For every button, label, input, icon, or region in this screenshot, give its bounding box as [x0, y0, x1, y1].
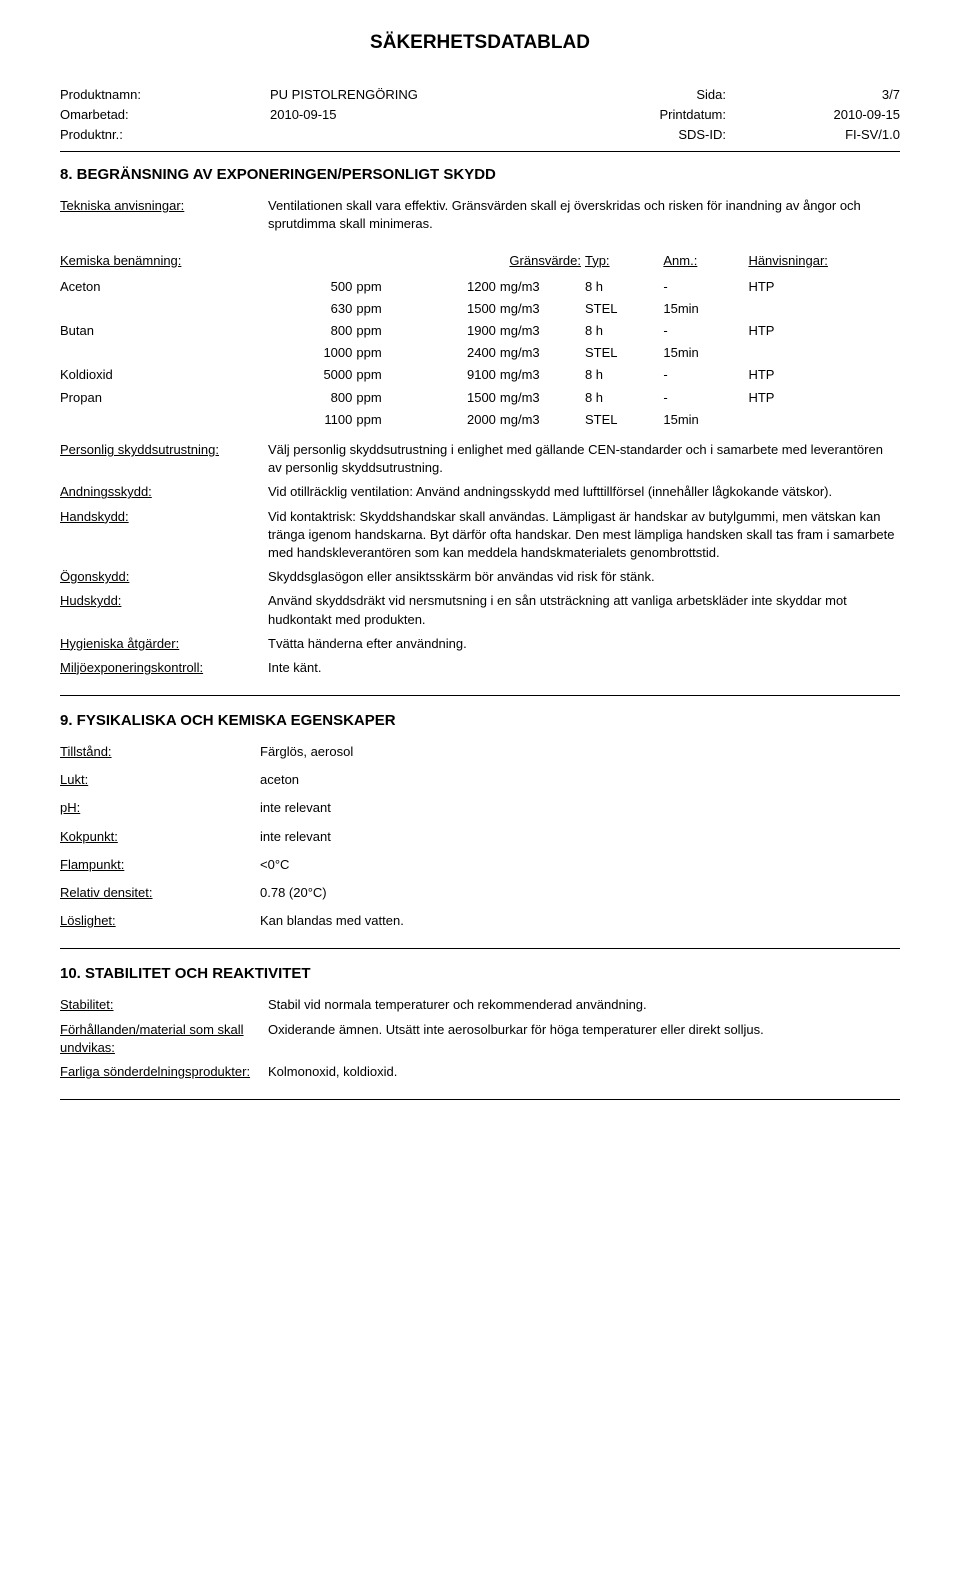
field-label: Personlig skyddsutrustning: [60, 441, 268, 477]
table-row: 1100 ppm 2000 mg/m3 STEL 15min [60, 409, 900, 431]
col-note: Anm.: [663, 250, 748, 276]
field-label: Stabilitet: [60, 996, 268, 1014]
col-substance: Kemiska benämning: [60, 250, 278, 276]
meta-label: Printdatum: [606, 105, 732, 125]
field-value: <0°C [260, 856, 900, 874]
property-ph: pH: inte relevant [60, 799, 900, 817]
table-row: Aceton 500 ppm 1200 mg/m3 8 h - HTP [60, 276, 900, 298]
respiratory-protection: Andningsskydd: Vid otillräcklig ventilat… [60, 483, 900, 501]
field-value: inte relevant [260, 828, 900, 846]
field-value: Välj personlig skyddsutrustning i enligh… [268, 441, 900, 477]
field-value: Tvätta händerna efter användning. [268, 635, 900, 653]
field-value: aceton [260, 771, 900, 789]
meta-label: Produktnamn: [60, 85, 270, 105]
field-label: Löslighet: [60, 912, 260, 930]
conditions-to-avoid: Förhållanden/material som skall undvikas… [60, 1021, 900, 1057]
field-value: Vid kontaktrisk: Skyddshandskar skall an… [268, 508, 900, 563]
col-type: Typ: [585, 250, 663, 276]
field-value: Oxiderande ämnen. Utsätt inte aerosolbur… [268, 1021, 900, 1057]
hand-protection: Handskydd: Vid kontaktrisk: Skyddshandsk… [60, 508, 900, 563]
separator [60, 695, 900, 696]
field-label: Relativ densitet: [60, 884, 260, 902]
meta-label: Omarbetad: [60, 105, 270, 125]
field-label: Tillstånd: [60, 743, 260, 761]
table-row: 1000 ppm 2400 mg/m3 STEL 15min [60, 342, 900, 364]
header-meta: Produktnamn: PU PISTOLRENGÖRING Sida: 3/… [60, 85, 900, 146]
field-value: Stabil vid normala temperaturer och reko… [268, 996, 900, 1014]
field-label: Ögonskydd: [60, 568, 268, 586]
field-value: Kolmonoxid, koldioxid. [268, 1063, 900, 1081]
sds-page: SÄKERHETSDATABLAD Produktnamn: PU PISTOL… [0, 0, 960, 1154]
eye-protection: Ögonskydd: Skyddsglasögon eller ansiktss… [60, 568, 900, 586]
separator [60, 1099, 900, 1100]
property-flash-point: Flampunkt: <0°C [60, 856, 900, 874]
table-row: Butan 800 ppm 1900 mg/m3 8 h - HTP [60, 320, 900, 342]
field-label: Miljöexponeringskontroll: [60, 659, 268, 677]
field-label: Förhållanden/material som skall undvikas… [60, 1021, 268, 1057]
meta-value: 2010-09-15 [270, 105, 606, 125]
field-label: Andningsskydd: [60, 483, 268, 501]
section-9-heading: 9. FYSIKALISKA OCH KEMISKA EGENSKAPER [60, 710, 900, 731]
field-value: Använd skyddsdräkt vid nersmutsning i en… [268, 592, 900, 628]
meta-label: Produktnr.: [60, 125, 270, 145]
field-label: Farliga sönderdelningsprodukter: [60, 1063, 268, 1081]
section-8-heading: 8. BEGRÄNSNING AV EXPONERINGEN/PERSONLIG… [60, 164, 900, 185]
field-value: Skyddsglasögon eller ansiktsskärm bör an… [268, 568, 900, 586]
meta-label: SDS-ID: [606, 125, 732, 145]
field-value: inte relevant [260, 799, 900, 817]
separator [60, 151, 900, 152]
field-value: Ventilationen skall vara effektiv. Gräns… [268, 197, 900, 233]
field-label: Lukt: [60, 771, 260, 789]
field-label: Hygieniska åtgärder: [60, 635, 268, 653]
field-label: Handskydd: [60, 508, 268, 563]
meta-value: FI-SV/1.0 [732, 125, 900, 145]
personal-protection: Personlig skyddsutrustning: Välj personl… [60, 441, 900, 477]
environmental-control: Miljöexponeringskontroll: Inte känt. [60, 659, 900, 677]
col-ref: Hänvisningar: [748, 250, 900, 276]
field-value: Kan blandas med vatten. [260, 912, 900, 930]
field-label: Hudskydd: [60, 592, 268, 628]
table-row: Koldioxid 5000 ppm 9100 mg/m3 8 h - HTP [60, 364, 900, 386]
field-value: 0.78 (20°C) [260, 884, 900, 902]
document-title: SÄKERHETSDATABLAD [60, 30, 900, 57]
table-row: Propan 800 ppm 1500 mg/m3 8 h - HTP [60, 387, 900, 409]
field-value: Vid otillräcklig ventilation: Använd and… [268, 483, 900, 501]
meta-label: Sida: [606, 85, 732, 105]
property-boiling-point: Kokpunkt: inte relevant [60, 828, 900, 846]
skin-protection: Hudskydd: Använd skyddsdräkt vid nersmut… [60, 592, 900, 628]
section-10-heading: 10. STABILITET OCH REAKTIVITET [60, 963, 900, 984]
table-row: 630 ppm 1500 mg/m3 STEL 15min [60, 298, 900, 320]
field-label: Flampunkt: [60, 856, 260, 874]
technical-instructions: Tekniska anvisningar: Ventilationen skal… [60, 197, 900, 233]
meta-value: PU PISTOLRENGÖRING [270, 85, 606, 105]
decomposition-products: Farliga sönderdelningsprodukter: Kolmono… [60, 1063, 900, 1081]
property-odor: Lukt: aceton [60, 771, 900, 789]
property-relative-density: Relativ densitet: 0.78 (20°C) [60, 884, 900, 902]
field-value: Färglös, aerosol [260, 743, 900, 761]
col-limit: Gränsvärde: [278, 250, 585, 276]
exposure-limits-table: Kemiska benämning: Gränsvärde: Typ: Anm.… [60, 250, 900, 432]
separator [60, 948, 900, 949]
field-label: pH: [60, 799, 260, 817]
meta-value: 2010-09-15 [732, 105, 900, 125]
property-solubility: Löslighet: Kan blandas med vatten. [60, 912, 900, 930]
hygiene-measures: Hygieniska åtgärder: Tvätta händerna eft… [60, 635, 900, 653]
field-label: Kokpunkt: [60, 828, 260, 846]
meta-value [270, 125, 606, 145]
field-label: Tekniska anvisningar: [60, 197, 268, 233]
meta-value: 3/7 [732, 85, 900, 105]
field-value: Inte känt. [268, 659, 900, 677]
stability: Stabilitet: Stabil vid normala temperatu… [60, 996, 900, 1014]
property-state: Tillstånd: Färglös, aerosol [60, 743, 900, 761]
